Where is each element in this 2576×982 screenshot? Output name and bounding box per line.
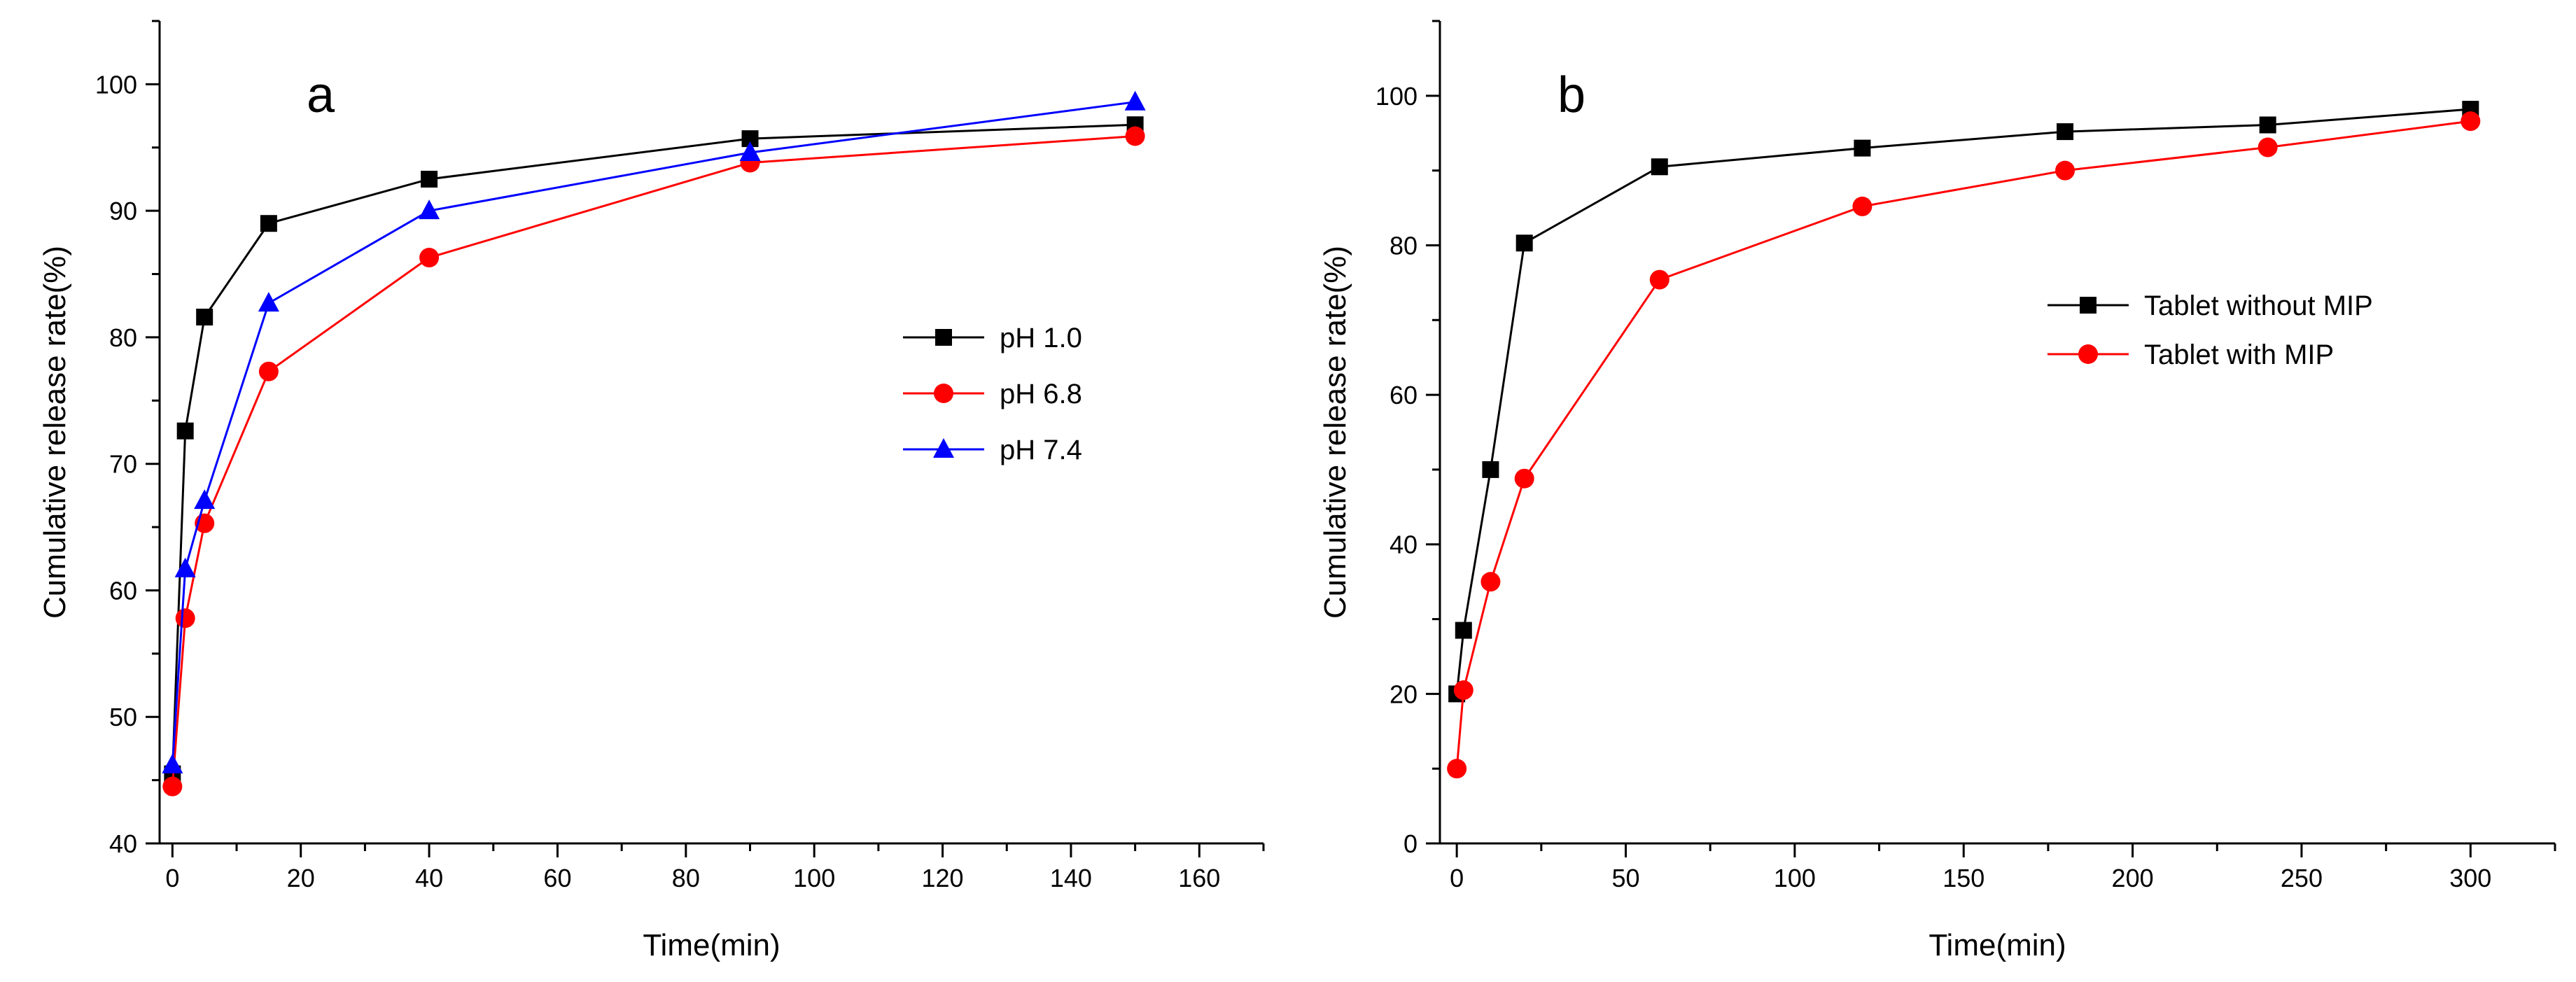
chart-panel-a: 0 20 40 60 80 100 120 140 160 40 50 60 70 80 90 100 Time…: [38, 20, 1265, 962]
y-tick-label: 50: [109, 703, 137, 731]
x-axis-title: Time(min): [1928, 928, 2066, 962]
x-tick-label: 300: [2449, 864, 2491, 892]
x-tick-label: 40: [415, 864, 443, 892]
data-point: [162, 776, 183, 797]
y-tick-label: 0: [1404, 829, 1418, 858]
data-point: [1125, 126, 1145, 146]
series-line-1: [1455, 120, 2471, 769]
data-point: [258, 361, 279, 381]
x-tick-label: 0: [165, 864, 179, 892]
data-point: [419, 199, 440, 220]
legend-marker: [935, 329, 952, 346]
x-tick-label: 140: [1050, 864, 1092, 892]
y-tick-label: 90: [109, 197, 137, 225]
y-axis-title: Cumulative release rate(%): [1318, 246, 1352, 619]
legend-label: pH 6.8: [1000, 379, 1082, 409]
chart-panel-b: 0 50 100 150 200 250 300 0 20 40 60 80 100 Time(min) C…: [1318, 20, 2556, 962]
y-tick-label: 60: [109, 576, 137, 605]
data-point: [194, 489, 216, 510]
data-point: [162, 753, 183, 773]
data-point: [196, 309, 214, 325]
legend-marker: [2078, 344, 2098, 364]
data-point: [1455, 622, 1472, 639]
legend-marker: [934, 384, 953, 403]
data-point: [2259, 116, 2276, 134]
data-point: [1124, 90, 1146, 111]
panel-label: a: [307, 67, 335, 123]
x-tick-label: 120: [922, 864, 964, 892]
data-point: [260, 215, 277, 232]
x-tick-label: 200: [2112, 864, 2154, 892]
data-point: [175, 608, 195, 629]
series-line-0: [1455, 108, 2471, 694]
data-point: [419, 248, 440, 268]
y-tick-label: 40: [109, 829, 137, 858]
legend-marker: [2080, 297, 2096, 314]
x-axis-title: Time(min): [643, 928, 780, 962]
data-point: [421, 170, 438, 188]
legend-marker: [933, 438, 954, 458]
data-point: [1852, 196, 1872, 216]
x-tick-label: 250: [2281, 864, 2323, 892]
x-tick-label: 0: [1450, 864, 1464, 892]
y-tick-label: 60: [1390, 381, 1418, 409]
data-point: [1514, 468, 1534, 489]
data-point: [2055, 160, 2076, 181]
y-tick-label: 40: [1390, 531, 1418, 559]
data-point: [1480, 572, 1501, 592]
x-tick-label: 20: [287, 864, 315, 892]
data-point: [1516, 234, 1533, 252]
y-tick-label: 70: [109, 450, 137, 479]
y-tick-label: 80: [1390, 231, 1418, 260]
data-point: [1453, 680, 1474, 701]
data-point: [2057, 123, 2074, 141]
data-point: [174, 557, 196, 577]
y-tick-label: 20: [1390, 680, 1418, 708]
data-point: [1649, 269, 1670, 290]
data-point: [739, 141, 761, 161]
legend-label: Tablet without MIP: [2144, 290, 2373, 321]
x-tick-label: 80: [672, 864, 700, 892]
x-tick-label: 150: [1942, 864, 1984, 892]
data-point: [1854, 139, 1871, 157]
legend-label: pH 7.4: [1000, 435, 1082, 465]
y-tick-label: 100: [1376, 82, 1418, 111]
x-tick-label: 50: [1611, 864, 1639, 892]
data-point: [1651, 158, 1668, 176]
legend-label: Tablet with MIP: [2144, 339, 2334, 370]
series-line-1: [171, 135, 1135, 787]
y-tick-label: 100: [95, 70, 137, 99]
y-tick-label: 80: [109, 323, 137, 352]
series-line-0: [171, 123, 1135, 774]
x-tick-label: 160: [1178, 864, 1220, 892]
x-tick-label: 60: [543, 864, 571, 892]
data-point: [1447, 759, 1467, 779]
data-point: [2460, 111, 2481, 132]
data-point: [258, 292, 279, 312]
x-tick-label: 100: [793, 864, 835, 892]
data-point: [176, 422, 194, 440]
series-line-2: [171, 101, 1135, 766]
y-axis-title: Cumulative release rate(%): [38, 246, 72, 619]
x-tick-label: 100: [1774, 864, 1816, 892]
data-point: [1482, 461, 1499, 478]
panel-label: b: [1558, 67, 1586, 123]
data-point: [2258, 137, 2278, 157]
legend-label: pH 1.0: [1000, 323, 1082, 353]
